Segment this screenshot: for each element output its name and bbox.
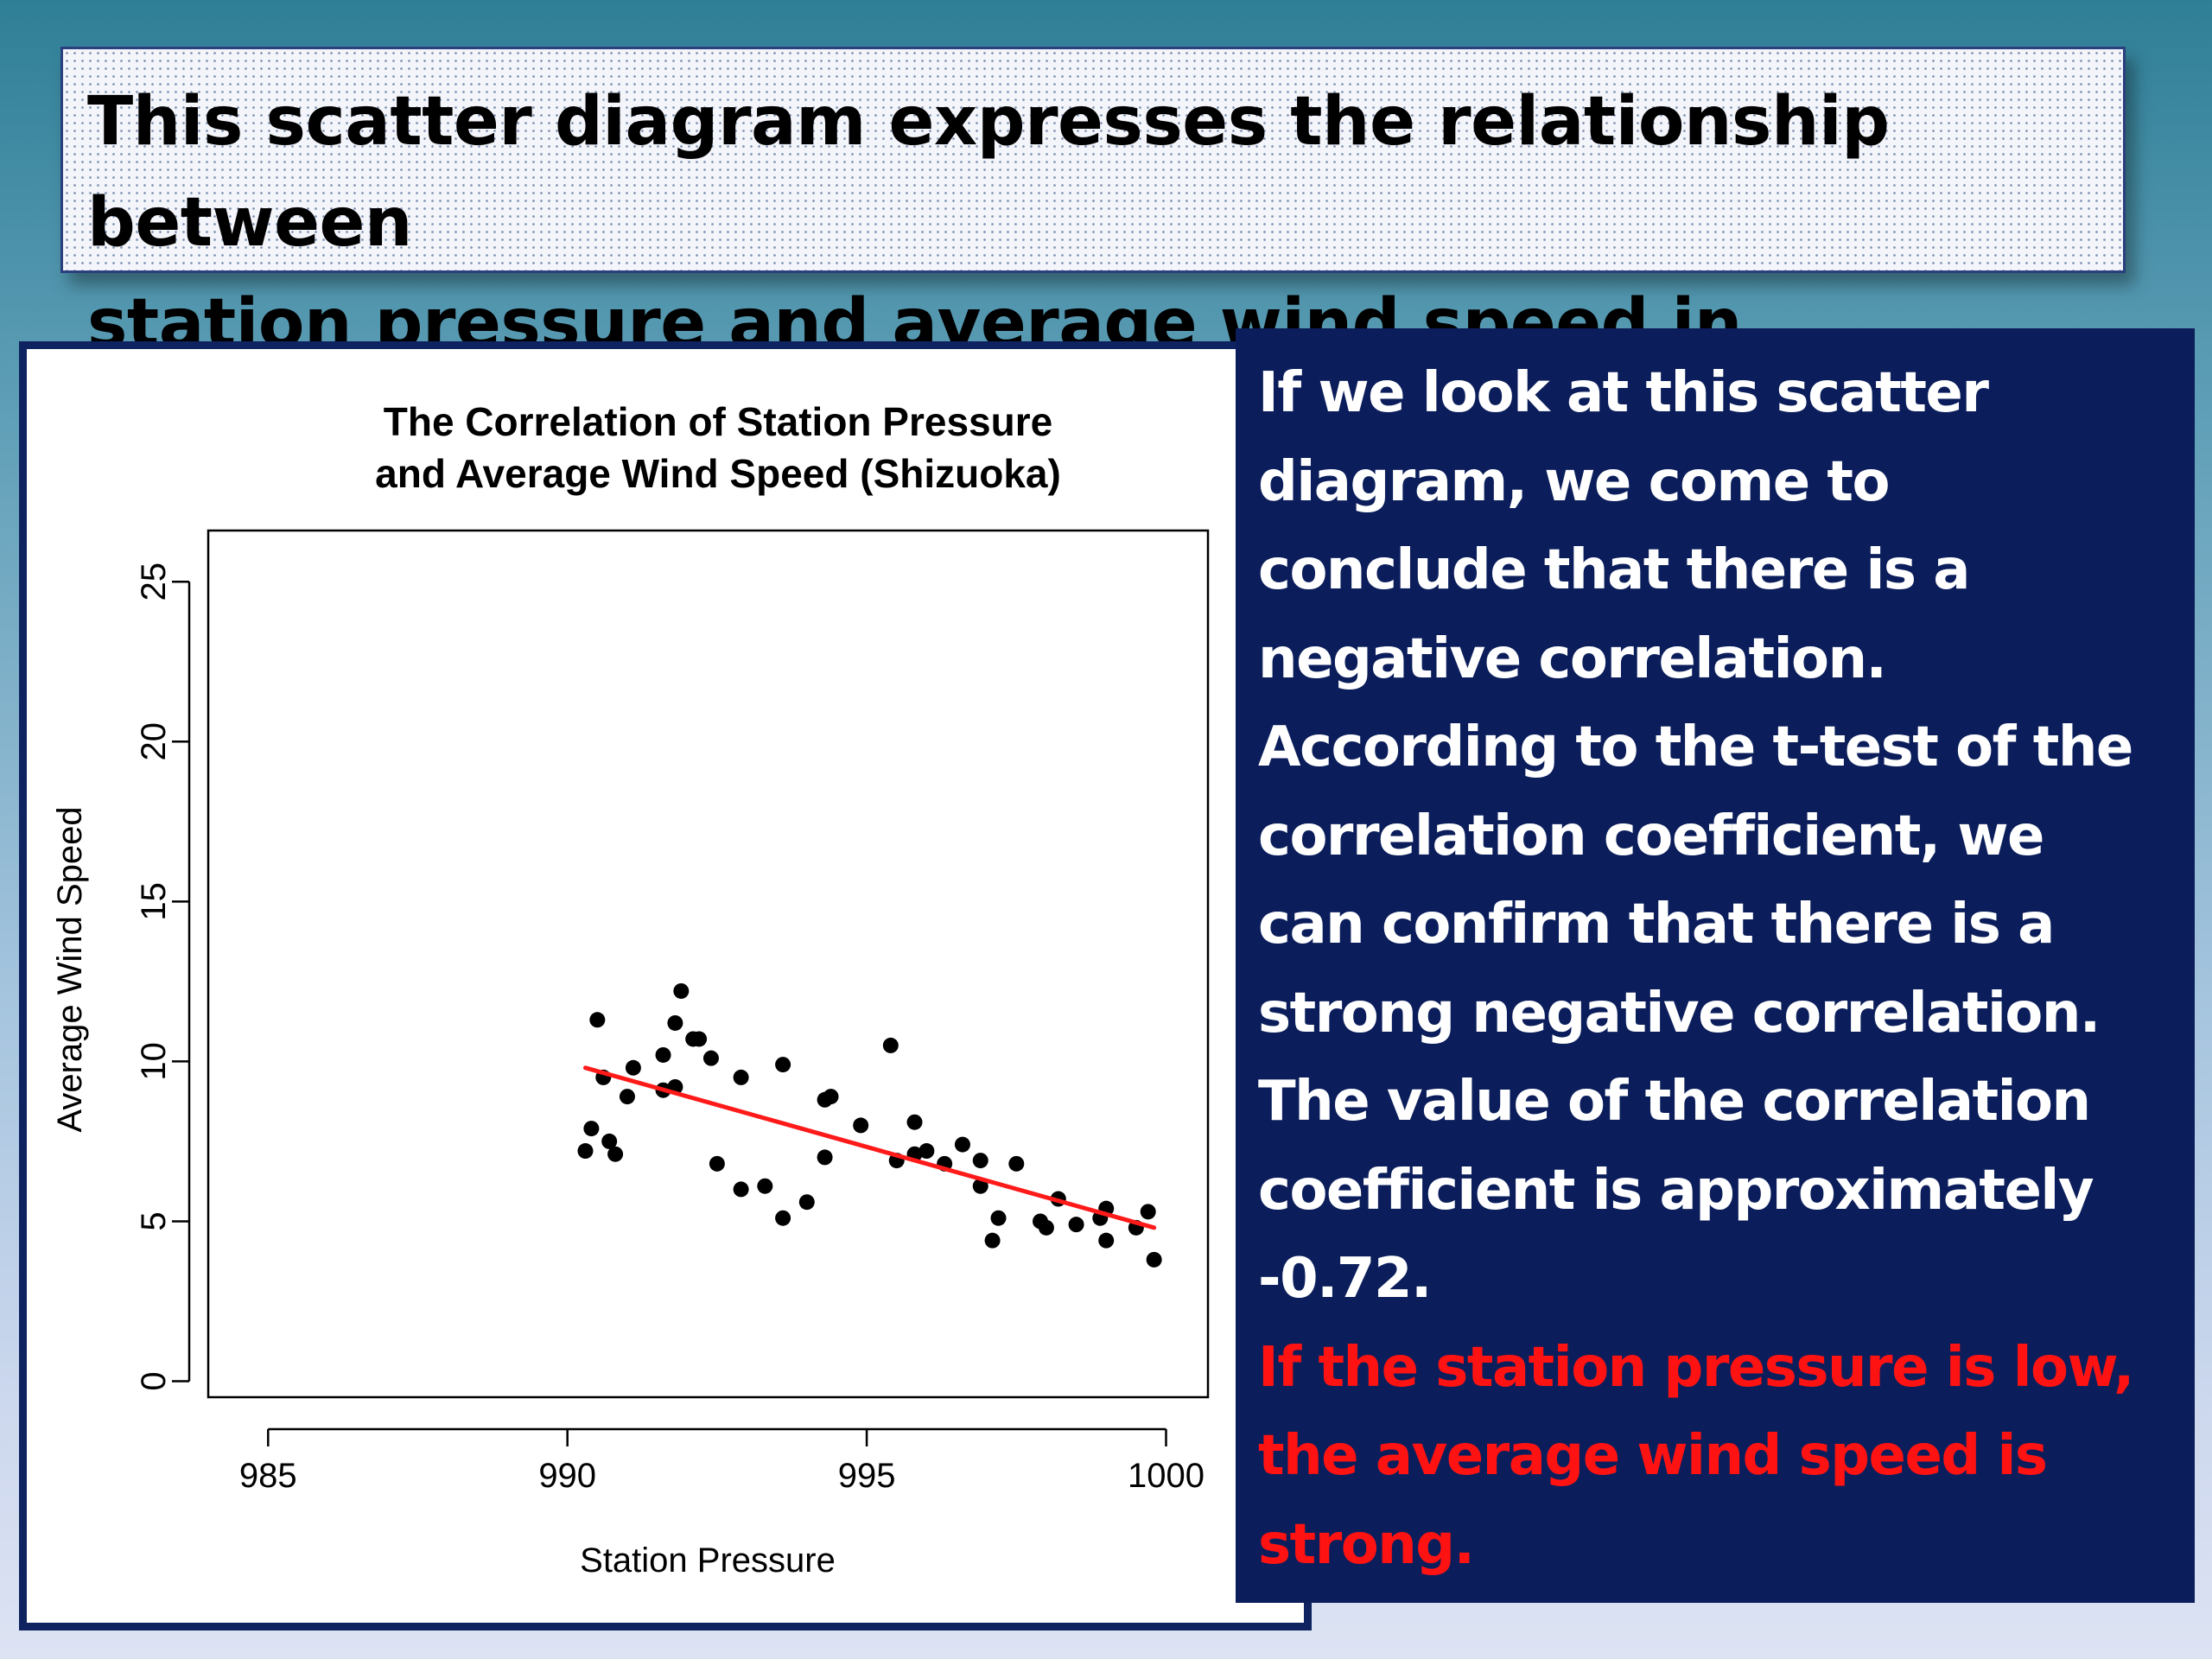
scatter-point (990, 1210, 1007, 1226)
scatter-point (1098, 1232, 1115, 1249)
y-tick-label: 25 (135, 563, 173, 601)
scatter-point (619, 1089, 635, 1105)
scatter-point (589, 1012, 606, 1028)
y-tick-label: 10 (135, 1042, 173, 1081)
scatter-point (954, 1136, 970, 1153)
data-points (577, 982, 1162, 1268)
scatter-point (817, 1149, 833, 1166)
chart-title-line-1: The Correlation of Station Pressure (384, 399, 1052, 444)
scatter-point (984, 1232, 1001, 1249)
scatter-point (709, 1155, 725, 1172)
y-axis: 0 5 10 15 20 25 (135, 563, 191, 1391)
scatter-point (823, 1089, 839, 1105)
scatter-point (583, 1121, 600, 1137)
scatter-point (691, 1031, 708, 1047)
scatter-point (577, 1143, 594, 1160)
x-tick-label: 990 (538, 1457, 596, 1495)
scatter-point (1008, 1155, 1025, 1172)
y-tick-label: 5 (135, 1211, 173, 1230)
scatter-point (607, 1146, 624, 1162)
scatter-point (625, 1059, 641, 1076)
scatter-point (798, 1194, 815, 1211)
scatter-point (1038, 1219, 1054, 1236)
scatter-point (667, 1014, 683, 1031)
plot-frame (207, 529, 1210, 1399)
scatter-point (655, 1046, 671, 1063)
y-axis-label: Average Wind Speed (51, 806, 89, 1132)
scatter-point (918, 1143, 935, 1160)
x-axis-label: Station Pressure (580, 1541, 836, 1580)
scatter-point (775, 1210, 791, 1226)
scatter-point (972, 1178, 988, 1194)
heading-box: This scatter diagram expresses the relat… (60, 47, 2126, 464)
scatter-point (702, 1050, 719, 1066)
y-tick-label: 20 (135, 722, 173, 761)
scatter-point (673, 982, 690, 999)
x-tick-label: 1000 (1128, 1457, 1205, 1495)
x-axis: 985 990 995 1000 (239, 1427, 1205, 1495)
x-tick-label: 995 (838, 1457, 896, 1495)
scatter-point (733, 1069, 749, 1085)
explanation-text: If we look at this scatter diagram, we c… (1258, 361, 2133, 1311)
explanation-panel: If we look at this scatter diagram, we c… (1236, 328, 2195, 1603)
scatter-point (757, 1178, 773, 1194)
explanation-conclusion: If the station pressure is low, the aver… (1258, 1335, 2134, 1577)
scatter-point (972, 1153, 988, 1169)
y-tick-label: 0 (135, 1371, 173, 1390)
regression-line (582, 1065, 1157, 1230)
scatter-point (853, 1117, 869, 1134)
chart-panel: The Correlation of Station Pressure and … (19, 341, 1312, 1630)
scatter-point (906, 1114, 923, 1130)
scatter-point (775, 1057, 791, 1073)
scatter-point (1146, 1251, 1162, 1268)
chart-title-line-2: and Average Wind Speed (Shizuoka) (375, 451, 1061, 496)
scatter-point (882, 1037, 899, 1053)
scatter-point (601, 1133, 618, 1149)
y-tick-label: 15 (135, 882, 173, 920)
scatter-point (1068, 1217, 1084, 1233)
scatter-chart: The Correlation of Station Pressure and … (51, 399, 1210, 1580)
scatter-point (733, 1181, 749, 1198)
scatter-point (1140, 1204, 1156, 1220)
x-tick-label: 985 (239, 1457, 297, 1495)
